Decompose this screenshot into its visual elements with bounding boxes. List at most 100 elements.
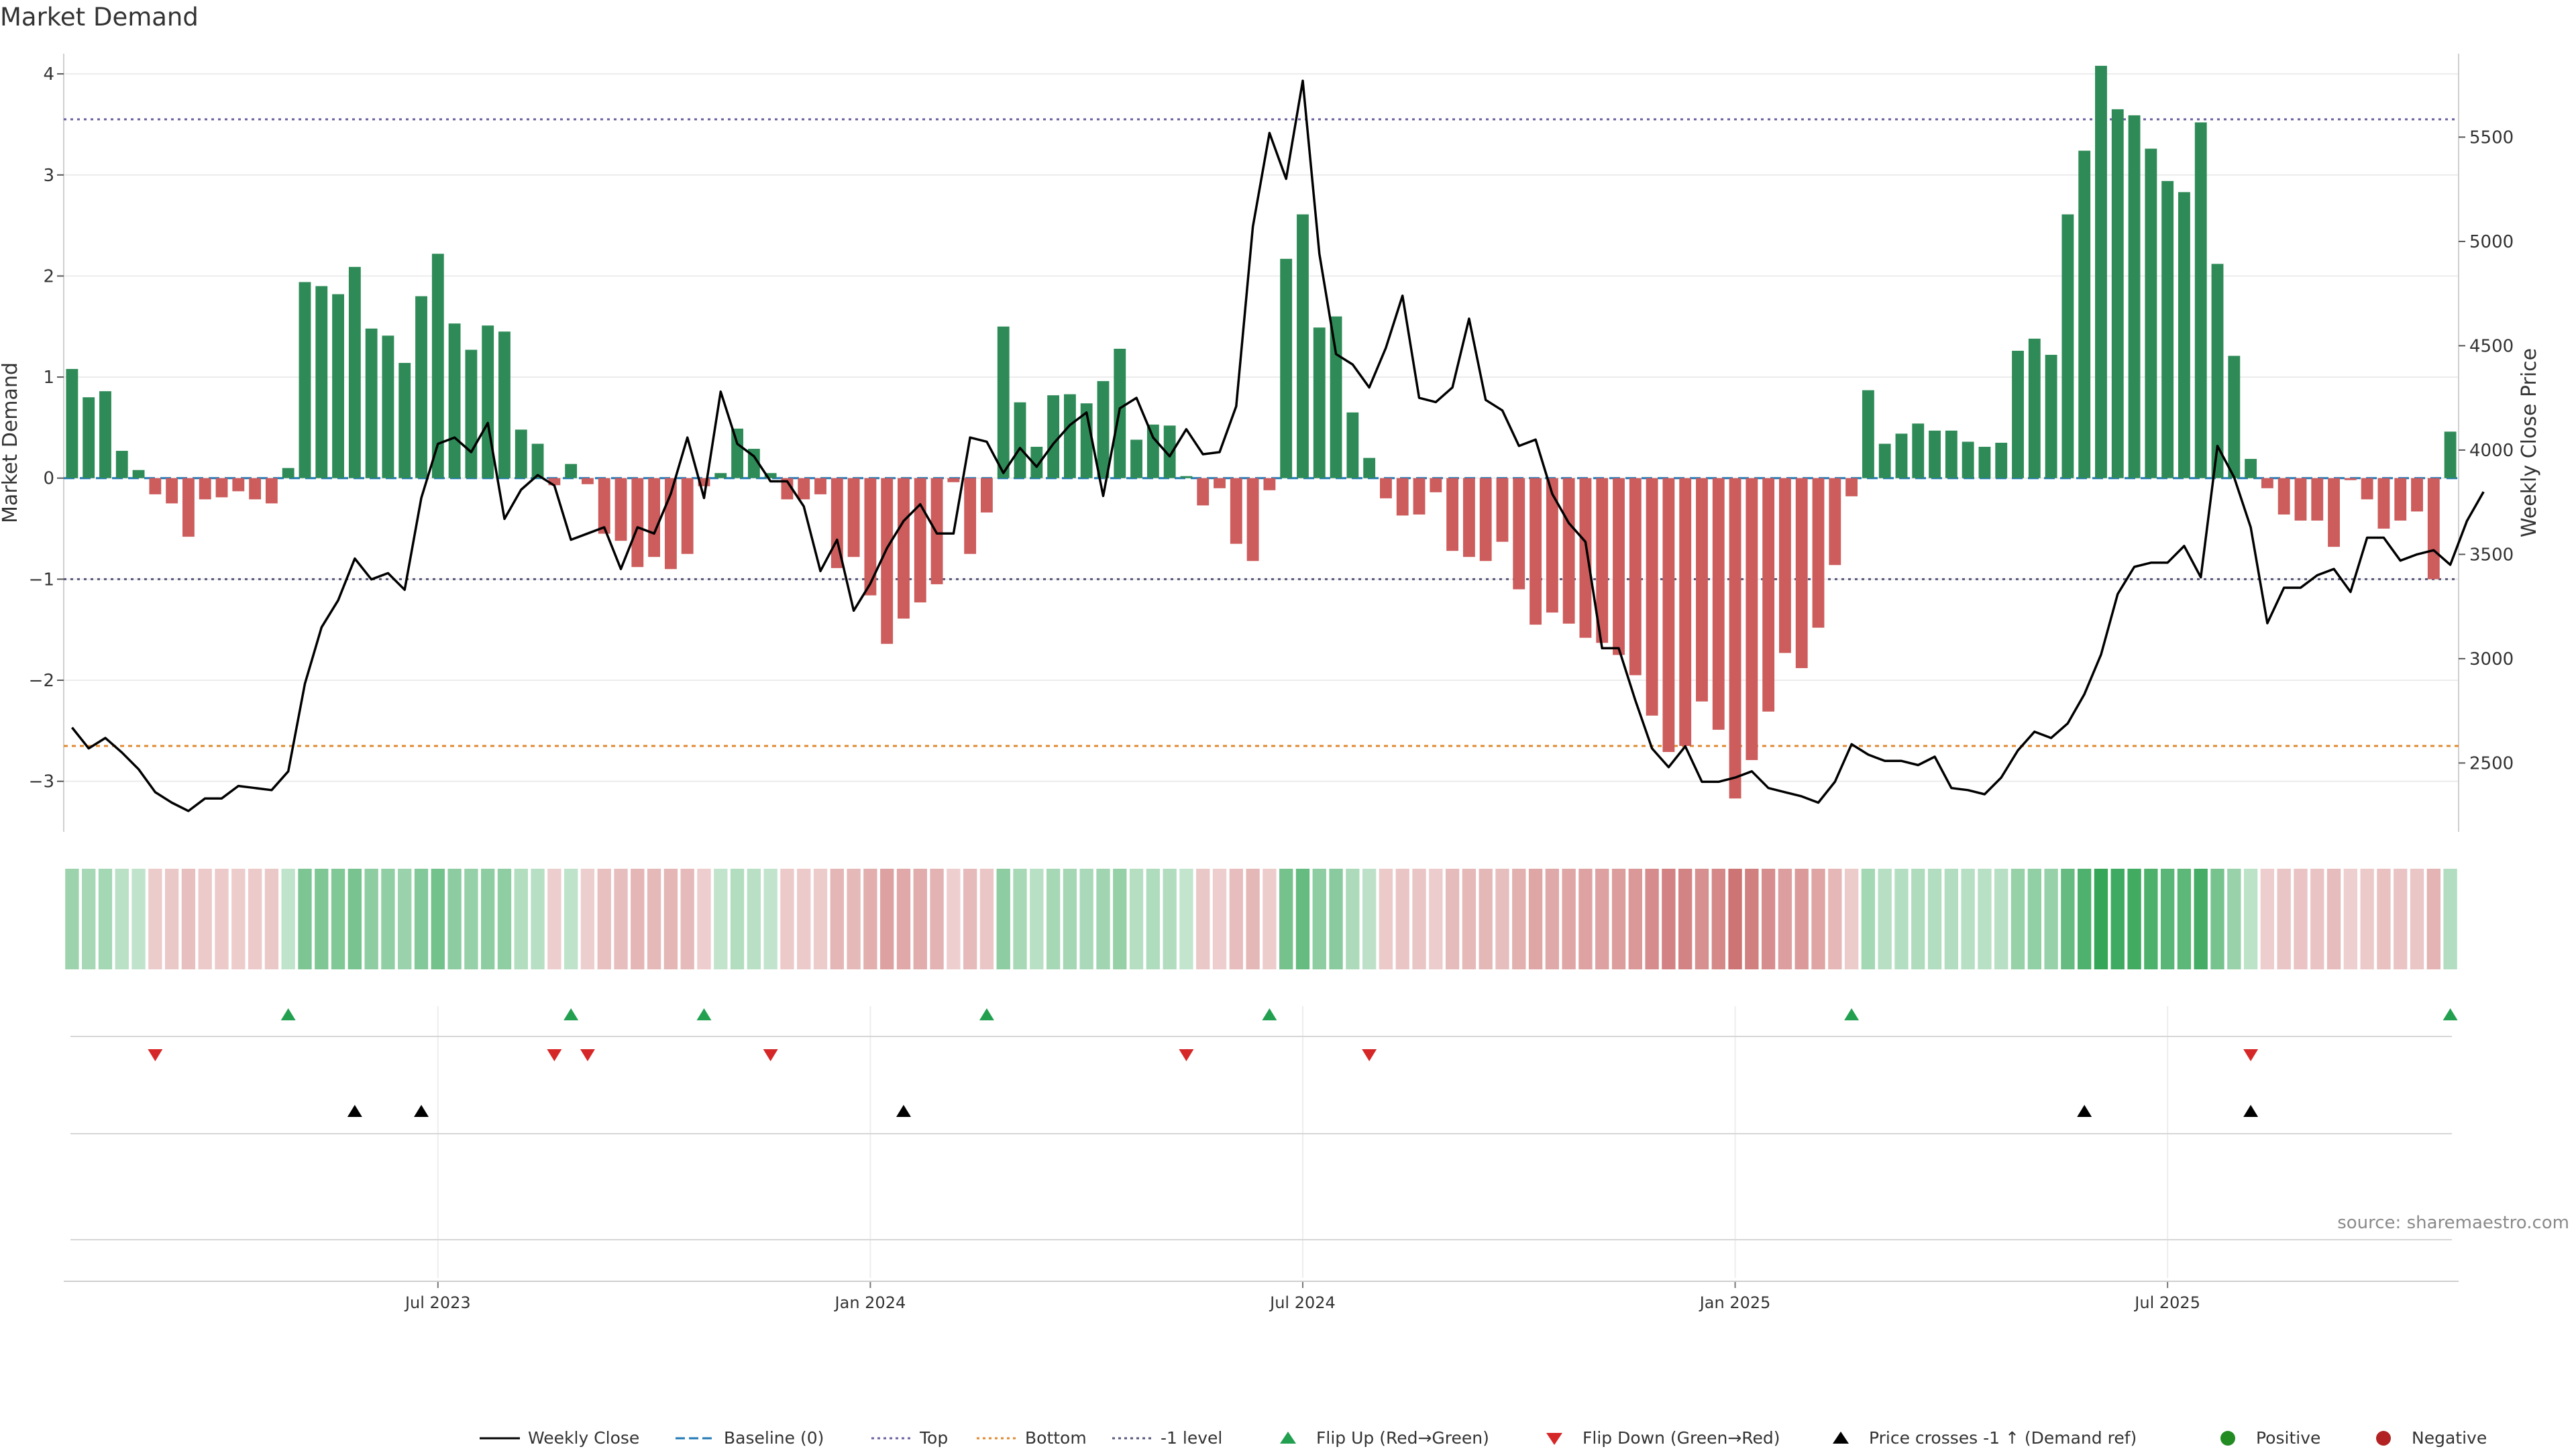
demand-bar-positive xyxy=(431,254,444,478)
demand-strip-cell xyxy=(2343,869,2358,969)
demand-strip-cell xyxy=(148,869,162,969)
demand-strip-cell xyxy=(1794,869,1809,969)
demand-strip-cell xyxy=(98,869,113,969)
demand-bar-positive xyxy=(2061,214,2074,478)
y-tick-label: 2 xyxy=(43,266,54,286)
flip-up-marker xyxy=(564,1008,579,1020)
demand-bar-positive xyxy=(515,429,527,478)
legend-label: Flip Up (Red→Green) xyxy=(1316,1428,1489,1448)
demand-bar-positive xyxy=(2228,356,2241,478)
demand-bar-negative xyxy=(2311,478,2324,521)
demand-strip-cell xyxy=(1578,869,1593,969)
demand-strip-cell xyxy=(1495,869,1509,969)
demand-strip-cell xyxy=(497,869,512,969)
y2-tick-label: 5500 xyxy=(2469,127,2514,148)
demand-bar-negative xyxy=(2411,478,2423,512)
demand-bar-negative xyxy=(1197,478,1210,506)
demand-strip-cell xyxy=(115,869,129,969)
demand-bar-negative xyxy=(864,478,877,596)
y-tick-label: −1 xyxy=(29,570,54,590)
demand-strip-cell xyxy=(1079,869,1093,969)
demand-strip-cell xyxy=(1046,869,1061,969)
demand-bar-positive xyxy=(1030,447,1043,478)
demand-strip-cell xyxy=(347,869,362,969)
flip-down-marker xyxy=(148,1049,163,1061)
demand-strip-cell xyxy=(398,869,412,969)
demand-strip-cell xyxy=(1113,869,1127,969)
demand-bar-positive xyxy=(1280,258,1293,478)
demand-strip-cell xyxy=(2377,869,2391,969)
demand-strip-cell xyxy=(131,869,146,969)
demand-bar-negative xyxy=(1812,478,1825,628)
demand-bar-negative xyxy=(1396,478,1409,516)
demand-strip-cell xyxy=(2110,869,2125,969)
y-axis-label: Market Demand xyxy=(0,362,22,523)
demand-strip-cell xyxy=(1662,869,1676,969)
demand-bar-negative xyxy=(1413,478,1426,515)
price-cross-marker xyxy=(896,1105,911,1117)
demand-strip-cell xyxy=(580,869,595,969)
demand-strip-cell xyxy=(1279,869,1293,969)
demand-bar-negative xyxy=(1646,478,1658,716)
demand-bar-positive xyxy=(132,470,145,478)
demand-bar-positive xyxy=(415,296,427,478)
demand-bar-negative xyxy=(548,478,561,486)
demand-bar-negative xyxy=(2294,478,2307,521)
demand-bar-negative xyxy=(614,478,627,541)
demand-strip-cell xyxy=(2061,869,2075,969)
legend-label: Bottom xyxy=(1025,1428,1087,1448)
demand-bar-positive xyxy=(1130,439,1142,478)
flip-up-marker xyxy=(1844,1008,1860,1020)
flip-up-marker xyxy=(979,1008,994,1020)
demand-strip-cell xyxy=(913,869,927,969)
demand-bar-negative xyxy=(1462,478,1475,557)
demand-bar-positive xyxy=(2145,148,2157,478)
demand-bar-positive xyxy=(482,325,494,478)
demand-bar-negative xyxy=(1596,478,1609,643)
demand-strip-cell xyxy=(697,869,711,969)
demand-strip-cell xyxy=(1229,869,1243,969)
demand-strip-cell xyxy=(1295,869,1310,969)
demand-strip-cell xyxy=(1628,869,1642,969)
demand-strip-cell xyxy=(2160,869,2175,969)
demand-strip-cell xyxy=(1894,869,1909,969)
demand-strip-cell xyxy=(1013,869,1027,969)
demand-bar-negative xyxy=(2261,478,2273,488)
demand-bar-negative xyxy=(1446,478,1459,551)
demand-bar-positive xyxy=(99,391,111,478)
demand-bar-negative xyxy=(1679,478,1692,746)
y-tick-label: 1 xyxy=(43,368,54,388)
y2-tick-label: 3000 xyxy=(2469,649,2514,669)
demand-strip-cell xyxy=(1246,869,1260,969)
legend-label: Price crosses -1 ↑ (Demand ref) xyxy=(1869,1428,2137,1448)
flip-down-marker xyxy=(763,1049,778,1061)
demand-strip-cell xyxy=(1063,869,1077,969)
demand-bar-positive xyxy=(1978,447,1991,478)
flip-down-marker xyxy=(1362,1049,1377,1061)
demand-strip-cell xyxy=(264,869,279,969)
demand-strip-cell xyxy=(181,869,196,969)
y2-tick-label: 5000 xyxy=(2469,232,2514,252)
demand-bar-positive xyxy=(115,451,128,478)
demand-strip-cell xyxy=(1512,869,1526,969)
demand-strip-cell xyxy=(1745,869,1759,969)
demand-bar-negative xyxy=(914,478,926,603)
demand-bar-negative xyxy=(1746,478,1758,761)
demand-bar-negative xyxy=(798,478,810,500)
demand-strip-cell xyxy=(315,869,329,969)
legend-swatch-triangle xyxy=(1546,1433,1562,1445)
demand-bar-positive xyxy=(498,331,511,478)
demand-strip-cell xyxy=(1611,869,1626,969)
demand-bar-positive xyxy=(2111,109,2124,478)
demand-strip-cell xyxy=(2394,869,2408,969)
demand-strip-cell xyxy=(1395,869,1409,969)
demand-strip-cell xyxy=(2227,869,2241,969)
demand-bar-positive xyxy=(2095,66,2107,478)
flip-up-marker xyxy=(280,1008,296,1020)
demand-strip-cell xyxy=(514,869,528,969)
demand-strip-cell xyxy=(1645,869,1659,969)
demand-bar-positive xyxy=(83,397,95,478)
demand-bar-negative xyxy=(1712,478,1725,730)
demand-bar-positive xyxy=(2211,264,2224,478)
